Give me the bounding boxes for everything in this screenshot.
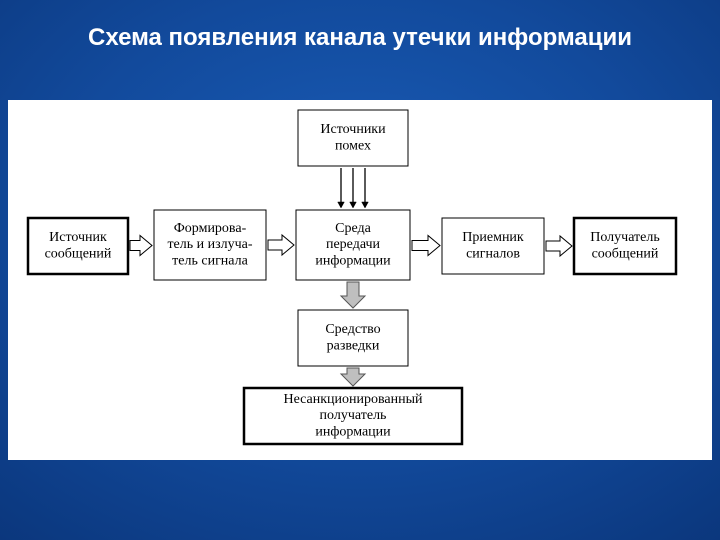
node-label: информации [315,253,391,268]
node-label: тель сигнала [172,253,248,268]
node-label: Источник [49,230,107,245]
node-label: Несанкционированный [283,392,423,407]
arrow-head [338,202,345,208]
node-consumer: Получательсообщений [574,218,676,274]
arrow-spy-unauth [341,368,365,386]
node-noise: Источникипомех [298,110,408,166]
arrow-medium-receiver [412,236,440,256]
node-label: передачи [326,237,381,252]
node-label: Получатель [590,230,660,245]
node-label: Средство [325,322,380,337]
arrow-receiver-consumer [546,236,572,256]
arrow-head [350,202,357,208]
node-former: Формирова-тель и излуча-тель сигнала [154,210,266,280]
arrow-former-medium [268,235,294,255]
node-label: сообщений [592,246,659,261]
nodes: ИсточниксообщенийФормирова-тель и излуча… [28,110,676,444]
page-title: Схема появления канала утечки информации [0,24,720,52]
node-spy: Средстворазведки [298,310,408,366]
node-label: Среда [335,221,371,236]
arrow-head [362,202,369,208]
node-label: сигналов [466,246,520,261]
node-src: Источниксообщений [28,218,128,274]
node-label: Источники [320,122,386,137]
arrow-src-former [130,236,152,256]
node-receiver: Приемниксигналов [442,218,544,274]
node-label: сообщений [45,246,112,261]
flowchart: ИсточниксообщенийФормирова-тель и излуча… [8,100,712,460]
node-unauth: Несанкционированныйполучательинформации [244,388,462,444]
node-label: помех [335,138,371,153]
node-label: тель и излуча- [167,237,252,252]
arrow-medium-spy [341,282,365,308]
node-label: информации [315,424,391,439]
node-label: разведки [327,338,380,353]
node-medium: Средапередачиинформации [296,210,410,280]
node-label: Формирова- [174,221,247,236]
node-label: получатель [320,408,387,423]
node-label: Приемник [462,230,524,245]
